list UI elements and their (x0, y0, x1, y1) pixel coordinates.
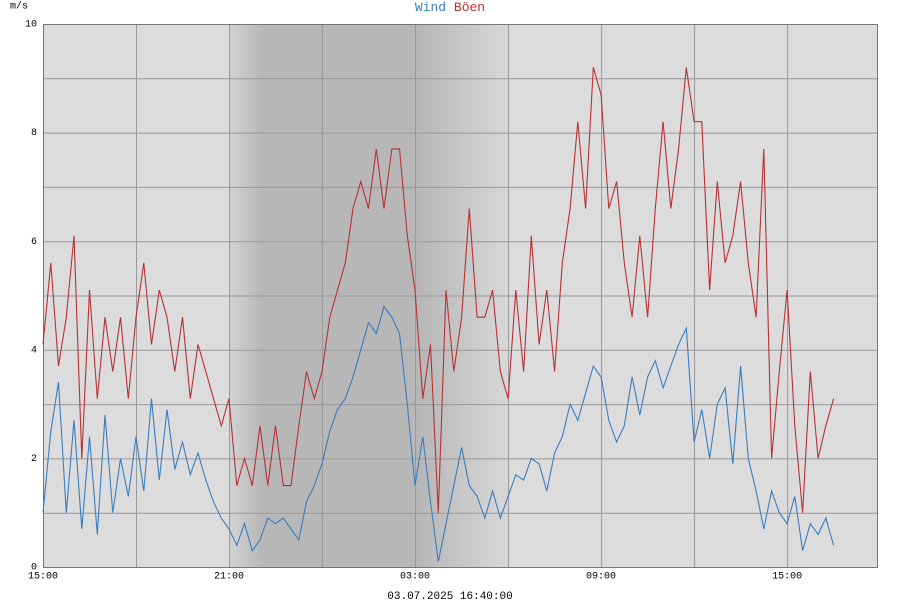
y-tick-label: 2 (31, 454, 37, 465)
legend-entry: Böen (454, 0, 485, 15)
y-tick-label: 8 (31, 128, 37, 139)
series-line (42, 305, 835, 562)
y-axis-label: m/s (10, 1, 28, 13)
chart-title: Wind Böen (415, 0, 485, 15)
x-tick-label: 09:00 (586, 572, 616, 583)
y-tick-label: 4 (31, 345, 37, 356)
series-line (42, 67, 835, 513)
legend-entry: Wind (415, 0, 446, 15)
y-tick-label: 0 (31, 563, 37, 574)
x-tick-label: 15:00 (28, 572, 58, 583)
x-tick-label: 21:00 (214, 572, 244, 583)
y-tick-label: 6 (31, 237, 37, 248)
plot-area: 0 2 4 6 8 10 15:00 21:00 03:00 09:00 15:00 (25, 20, 878, 583)
y-tick-label: 10 (25, 20, 37, 31)
x-tick-label: 03:00 (400, 572, 430, 583)
x-tick-label: 15:00 (772, 572, 802, 583)
plot-border (43, 24, 878, 568)
timestamp: 03.07.2025 16:40:00 (387, 591, 512, 600)
